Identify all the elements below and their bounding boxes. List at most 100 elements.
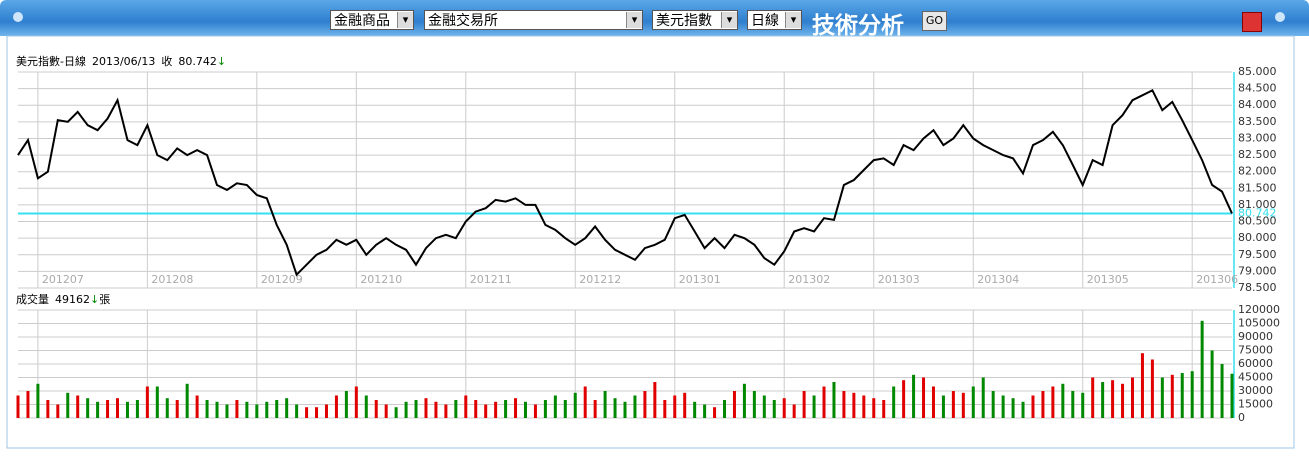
volume-bar <box>553 395 557 418</box>
volume-bar <box>822 386 826 418</box>
volume-bar <box>673 395 677 418</box>
y-tick-label: 84.000 <box>1238 98 1277 111</box>
volume-bar <box>593 400 597 418</box>
volume-bar <box>116 398 120 418</box>
volume-bar <box>802 391 806 418</box>
volume-bar <box>1051 386 1055 418</box>
volume-bar <box>195 395 199 418</box>
volume-bar <box>295 404 299 418</box>
volume-bar <box>533 404 537 418</box>
volume-bar <box>1210 350 1214 418</box>
volume-bar <box>185 383 189 418</box>
toolbar-title: 技術分析 <box>812 13 904 39</box>
volume-bar <box>374 400 378 418</box>
dot <box>13 12 23 22</box>
y-tick-label: 79.500 <box>1238 248 1277 261</box>
volume-bar <box>792 404 796 418</box>
volume-bar <box>245 401 249 418</box>
y-tick-label: 75000 <box>1238 344 1273 357</box>
x-tick-label: 201208 <box>151 273 193 286</box>
volume-bar <box>693 401 697 418</box>
volume-bar <box>514 398 518 418</box>
volume-bar <box>364 395 368 418</box>
y-tick-label: 120000 <box>1238 303 1280 316</box>
x-tick-label: 201304 <box>977 273 1019 286</box>
volume-bar <box>1190 371 1194 418</box>
volume-bar <box>762 395 766 418</box>
volume-bar <box>504 400 508 418</box>
y-tick-label: 80.000 <box>1238 231 1277 244</box>
volume-bar <box>633 395 637 418</box>
volume-bar <box>912 374 916 418</box>
header-part: 收 <box>161 54 172 68</box>
volume-bar <box>1041 391 1045 418</box>
go-button[interactable]: GO <box>922 11 947 31</box>
volume-bar <box>723 400 727 418</box>
volume-bar <box>1021 401 1025 418</box>
volume-bar <box>315 407 319 418</box>
volume-bar <box>653 382 657 418</box>
select[interactable]: 金融商品 <box>330 10 414 30</box>
y-tick-label: 81.000 <box>1238 198 1277 211</box>
volume-bar <box>882 400 886 418</box>
volume-bar <box>484 404 488 418</box>
volume-bar <box>334 395 338 418</box>
select[interactable]: 美元指數 <box>652 10 738 30</box>
volume-bar <box>713 407 717 418</box>
volume-bar <box>265 401 269 418</box>
header-part: 成交量 <box>16 292 49 306</box>
x-tick-label: 201306 <box>1196 273 1238 286</box>
volume-bar <box>832 382 836 418</box>
volume-bar <box>922 377 926 418</box>
volume-bar <box>583 386 587 418</box>
volume-bar <box>354 386 358 418</box>
y-tick-label: 80.500 <box>1238 215 1277 228</box>
x-tick-label: 201301 <box>679 273 721 286</box>
volume-bar <box>394 407 398 418</box>
header-part: 美元指數-日線 <box>16 54 86 68</box>
volume-bar <box>16 395 20 418</box>
x-tick-label: 201210 <box>360 273 402 286</box>
select[interactable]: 金融交易所 <box>424 10 643 30</box>
y-tick-label: 84.500 <box>1238 82 1277 95</box>
volume-bar <box>36 383 40 418</box>
y-tick-label: 90000 <box>1238 330 1273 343</box>
volume-bar <box>125 401 129 418</box>
volume-bar <box>1200 320 1204 418</box>
panel-border <box>6 35 1295 449</box>
chart-header: 成交量 49162↓張 <box>16 292 110 306</box>
volume-bar <box>434 401 438 418</box>
export-icon[interactable] <box>1242 12 1262 32</box>
volume-bar <box>961 392 965 418</box>
y-tick-label: 82.500 <box>1238 148 1277 161</box>
price-line <box>17 88 1233 277</box>
volume-bar <box>255 404 259 418</box>
dot <box>1275 12 1285 22</box>
volume-bar <box>902 380 906 418</box>
toolbar: 金融商品 金融交易所 美元指數 日線 技術分析 GO <box>0 0 1309 39</box>
volume-bar <box>663 400 667 418</box>
x-tick-label: 201209 <box>261 273 303 286</box>
volume-bar <box>1081 392 1085 418</box>
volume-bar <box>1160 377 1164 418</box>
volume-bar <box>56 404 60 418</box>
volume-bar <box>971 386 975 418</box>
volume-bar <box>414 400 418 418</box>
volume-bar <box>981 377 985 418</box>
select[interactable]: 日線 <box>747 10 802 30</box>
volume-bar <box>603 391 607 418</box>
volume-bar <box>732 391 736 418</box>
volume-bar <box>106 400 110 418</box>
volume-bar <box>1061 383 1065 418</box>
volume-bar <box>1101 382 1105 418</box>
volume-bar <box>1091 377 1095 418</box>
volume-bar <box>742 383 746 418</box>
header-part: 張 <box>99 293 110 306</box>
volume-bar <box>494 401 498 418</box>
volume-bar <box>1150 359 1154 418</box>
x-tick-label: 201302 <box>788 273 830 286</box>
volume-bar <box>454 400 458 418</box>
x-tick-label: 201211 <box>470 273 512 286</box>
volume-bar <box>344 391 348 418</box>
volume-bar <box>175 400 179 418</box>
